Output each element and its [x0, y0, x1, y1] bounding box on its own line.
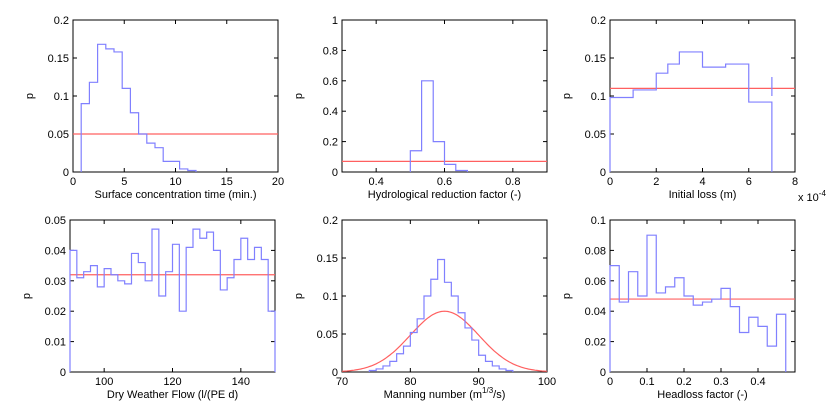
y-tick-label: 0	[332, 167, 338, 179]
histogram-step	[80, 43, 197, 172]
y-tick-label: 0.05	[317, 329, 338, 341]
x-tick-label: 80	[404, 376, 416, 388]
x-tick-label: 0.2	[676, 376, 691, 388]
axis-multiplier: x 10-4	[798, 189, 826, 204]
x-tick-label: 20	[272, 176, 284, 188]
x-axis-label: Headloss factor (-)	[657, 389, 747, 401]
y-tick-label: 0.15	[585, 53, 606, 65]
subplot-2: 0.4 0.6 0.8 0 0.2 0.4 0.6 0.8 1 Hydrological redu…	[293, 15, 548, 201]
x-axis-label: Dry Weather Flow (l/(PE d)	[107, 389, 238, 401]
y-axis-label: p	[561, 93, 573, 99]
histogram-step	[609, 234, 787, 372]
x-axis-label-text: Dry Weather Flow (l/(PE d)	[107, 389, 238, 401]
y-tick-label: 0.2	[323, 215, 338, 227]
y-tick-label: 0.05	[48, 129, 69, 141]
axis-multiplier-base: x 10	[798, 192, 819, 204]
histogram-step	[409, 80, 468, 172]
y-tick-label: 0.2	[323, 137, 338, 149]
y-tick-label: 0.05	[45, 215, 66, 227]
x-tick-label: 100	[95, 376, 113, 388]
histogram-step	[368, 258, 514, 372]
histogram-step	[609, 51, 773, 172]
y-tick-label: 0.1	[591, 215, 606, 227]
y-tick-label: 0.02	[45, 306, 66, 318]
x-axis-label: Initial loss (m)	[669, 189, 737, 201]
subplot-4: 100 120 140 0 0.01 0.02 0.03 0.04 0.05 Dry Weathe…	[21, 215, 276, 401]
x-tick-label: 0	[607, 176, 613, 188]
x-tick-label: 120	[163, 376, 181, 388]
x-axis-label-text: Surface concentration time (min.)	[94, 189, 256, 201]
x-axis-label: Manning number (m1/3/s)	[384, 386, 506, 401]
y-tick-label: 0.15	[317, 253, 338, 265]
x-tick-label: 4	[699, 176, 705, 188]
y-tick-label: 0	[600, 167, 606, 179]
x-tick-label: 0	[607, 376, 613, 388]
x-tick-label: 100	[538, 376, 556, 388]
x-axis-label-text: Headloss factor (-)	[657, 389, 747, 401]
prior-curve	[341, 310, 548, 372]
x-tick-label: 8	[792, 176, 798, 188]
axes-frame	[72, 19, 279, 173]
x-tick-label: 0.8	[505, 176, 520, 188]
y-tick-label: 0	[60, 367, 66, 379]
y-axis-label: p	[561, 293, 573, 299]
y-tick-label: 0.06	[585, 276, 606, 288]
y-axis-label: p	[293, 293, 305, 299]
x-axis-label-text: Initial loss (m)	[669, 189, 737, 201]
y-tick-label: 0	[63, 167, 69, 179]
y-tick-label: 0.1	[54, 91, 69, 103]
x-axis-label: Surface concentration time (min.)	[94, 189, 256, 201]
y-tick-label: 1	[332, 15, 338, 27]
histogram-step	[69, 228, 276, 372]
x-tick-label: 70	[336, 376, 348, 388]
y-tick-label: 0.04	[45, 245, 66, 257]
y-tick-label: 0.03	[45, 276, 66, 288]
x-tick-label: 15	[221, 176, 233, 188]
y-tick-label: 0.2	[591, 15, 606, 27]
x-tick-label: 5	[121, 176, 127, 188]
axis-multiplier-exponent: -4	[819, 189, 827, 198]
x-tick-label: 0.3	[713, 376, 728, 388]
x-tick-label: 6	[746, 176, 752, 188]
y-tick-label: 0.1	[591, 91, 606, 103]
y-tick-label: 0.15	[48, 53, 69, 65]
y-tick-label: 0.6	[323, 76, 338, 88]
y-tick-label: 0.2	[54, 15, 69, 27]
subplot-1: 0 5 10 15 20 0 0.05 0.1 0.15 0.2 Surface concentra…	[24, 15, 284, 201]
x-axis-label-text: Manning number (m	[384, 389, 482, 401]
x-tick-label: 10	[169, 176, 181, 188]
axes-frame	[609, 19, 796, 173]
y-tick-label: 0.1	[323, 291, 338, 303]
x-tick-label: 0	[70, 176, 76, 188]
subplot-5: 70 80 90 100 0 0.05 0.1 0.15 0.2 Manning number (…	[293, 215, 556, 401]
subplot-6: 0 0.1 0.2 0.3 0.400.020.040.060.080.1Headlos…	[561, 215, 796, 401]
subplot-3: 0 2 4 6 8 0 0.05 0.1 0.15 0.2 Initial loss (m) p x 1…	[561, 15, 826, 204]
y-tick-label: 0	[600, 367, 606, 379]
x-tick-label: 0.4	[750, 376, 765, 388]
y-axis-label: p	[24, 93, 36, 99]
y-axis-label: p	[21, 293, 33, 299]
axes-frame	[341, 219, 548, 373]
y-tick-label: 0.01	[45, 337, 66, 349]
x-axis-label-text: Hydrological reduction factor (-)	[368, 189, 521, 201]
y-tick-label: 0.08	[585, 245, 606, 257]
y-tick-label: 0	[332, 367, 338, 379]
y-axis-label: p	[293, 93, 305, 99]
y-tick-label: 0.02	[585, 337, 606, 349]
x-tick-label: 140	[232, 376, 250, 388]
y-tick-label: 0.04	[585, 306, 606, 318]
y-tick-label: 0.05	[585, 129, 606, 141]
x-tick-label: 0.4	[369, 176, 384, 188]
x-tick-label: 90	[473, 376, 485, 388]
x-axis-label: Hydrological reduction factor (-)	[368, 189, 521, 201]
x-axis-label-superscript: 1/3	[482, 386, 494, 395]
x-tick-label: 2	[653, 176, 659, 188]
x-axis-label-tail: /s)	[493, 389, 505, 401]
axes-frame	[69, 219, 276, 373]
x-tick-label: 0.1	[639, 376, 654, 388]
x-tick-label: 0.6	[437, 176, 452, 188]
y-tick-label: 0.8	[323, 45, 338, 57]
y-tick-label: 0.4	[323, 106, 338, 118]
